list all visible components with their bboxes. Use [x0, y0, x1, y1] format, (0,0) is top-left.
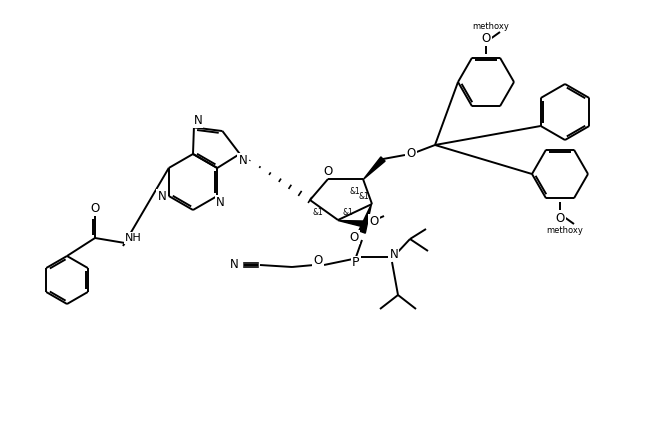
- Text: N: N: [158, 189, 166, 203]
- Text: O: O: [556, 211, 565, 225]
- Text: O: O: [407, 146, 416, 160]
- Polygon shape: [363, 157, 385, 179]
- Text: P: P: [353, 257, 360, 270]
- Text: N: N: [216, 195, 225, 208]
- Text: methoxy: methoxy: [473, 22, 509, 30]
- Polygon shape: [338, 220, 364, 227]
- Text: O: O: [370, 214, 379, 227]
- Polygon shape: [358, 204, 372, 233]
- Text: &1: &1: [343, 208, 353, 216]
- Text: O: O: [90, 201, 100, 214]
- Text: NH: NH: [125, 233, 142, 243]
- Text: N: N: [229, 259, 239, 271]
- Text: methoxy: methoxy: [546, 225, 583, 235]
- Text: N: N: [194, 114, 202, 127]
- Text: O: O: [481, 32, 490, 44]
- Text: &1: &1: [358, 192, 370, 200]
- Text: O: O: [314, 254, 323, 268]
- Text: &1: &1: [312, 208, 324, 216]
- Text: &1: &1: [350, 187, 360, 195]
- Text: O: O: [349, 230, 358, 243]
- Text: N: N: [239, 154, 247, 168]
- Text: O: O: [324, 165, 333, 178]
- Text: N: N: [389, 247, 399, 260]
